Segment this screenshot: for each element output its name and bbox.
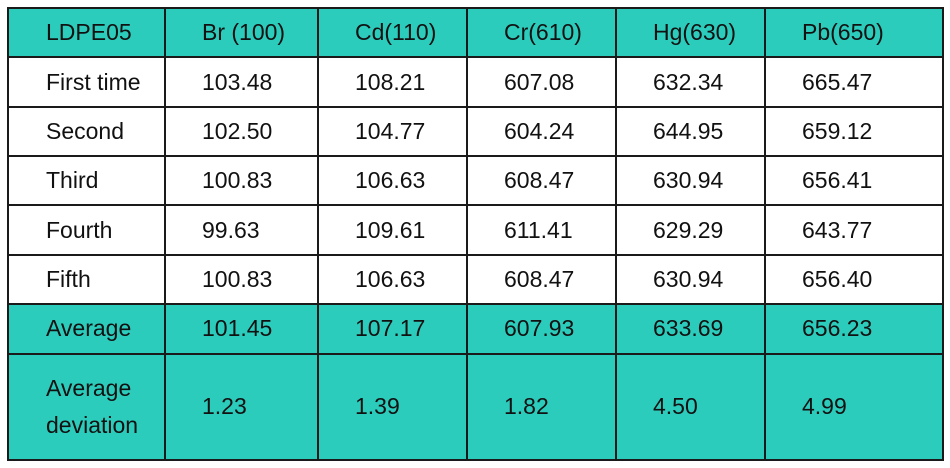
table-row: First time 103.48 108.21 607.08 632.34 6…	[7, 56, 944, 108]
table-row: Third 100.83 106.63 608.47 630.94 656.41	[7, 155, 944, 207]
table-cell: 630.94	[615, 155, 766, 207]
average-cell: 107.17	[317, 303, 468, 355]
table-cell: 656.40	[764, 253, 944, 306]
table-cell: 109.61	[317, 204, 468, 256]
row-label: Fourth	[7, 204, 166, 256]
table-cell: 665.47	[764, 56, 944, 108]
deviation-cell: 4.50	[615, 352, 766, 462]
table-row: Second 102.50 104.77 604.24 644.95 659.1…	[7, 105, 944, 158]
table-cell: 643.77	[764, 204, 944, 256]
header-cell-sample: LDPE05	[7, 6, 166, 59]
table-cell: 607.08	[466, 56, 617, 108]
row-label: First time	[7, 56, 166, 108]
table-cell: 100.83	[164, 155, 319, 207]
deviation-cell: 1.82	[466, 352, 617, 462]
row-label: Fifth	[7, 253, 166, 306]
header-cell-cd: Cd(110)	[317, 6, 468, 59]
header-cell-pb: Pb(650)	[764, 6, 944, 59]
table-cell: 629.29	[615, 204, 766, 256]
table-cell: 100.83	[164, 253, 319, 306]
table-row: Fifth 100.83 106.63 608.47 630.94 656.40	[7, 253, 944, 306]
average-cell: 656.23	[764, 303, 944, 355]
header-cell-hg: Hg(630)	[615, 6, 766, 59]
header-row: LDPE05 Br (100) Cd(110) Cr(610) Hg(630) …	[7, 6, 944, 59]
table-cell: 630.94	[615, 253, 766, 306]
measurement-table: LDPE05 Br (100) Cd(110) Cr(610) Hg(630) …	[7, 6, 944, 462]
deviation-cell: 1.23	[164, 352, 319, 462]
deviation-cell: 1.39	[317, 352, 468, 462]
table-cell: 659.12	[764, 105, 944, 158]
deviation-row: Average deviation 1.23 1.39 1.82 4.50 4.…	[7, 352, 944, 462]
header-cell-cr: Cr(610)	[466, 6, 617, 59]
table-cell: 106.63	[317, 253, 468, 306]
average-row: Average 101.45 107.17 607.93 633.69 656.…	[7, 303, 944, 355]
table-cell: 104.77	[317, 105, 468, 158]
row-label: Second	[7, 105, 166, 158]
table-cell: 106.63	[317, 155, 468, 207]
table-cell: 632.34	[615, 56, 766, 108]
row-label: Third	[7, 155, 166, 207]
table-cell: 102.50	[164, 105, 319, 158]
average-cell: 607.93	[466, 303, 617, 355]
header-cell-br: Br (100)	[164, 6, 319, 59]
table-cell: 103.48	[164, 56, 319, 108]
deviation-label-line2: deviation	[46, 411, 139, 438]
table-cell: 108.21	[317, 56, 468, 108]
table-cell: 604.24	[466, 105, 617, 158]
deviation-label-line1: Average	[46, 374, 132, 401]
table-row: Fourth 99.63 109.61 611.41 629.29 643.77	[7, 204, 944, 256]
table-cell: 644.95	[615, 105, 766, 158]
average-cell: 633.69	[615, 303, 766, 355]
deviation-label: Average deviation	[7, 352, 166, 462]
average-cell: 101.45	[164, 303, 319, 355]
average-label: Average	[7, 303, 166, 355]
table-cell: 656.41	[764, 155, 944, 207]
table-cell: 99.63	[164, 204, 319, 256]
table-cell: 608.47	[466, 155, 617, 207]
table-cell: 608.47	[466, 253, 617, 306]
deviation-cell: 4.99	[764, 352, 944, 462]
table-cell: 611.41	[466, 204, 617, 256]
